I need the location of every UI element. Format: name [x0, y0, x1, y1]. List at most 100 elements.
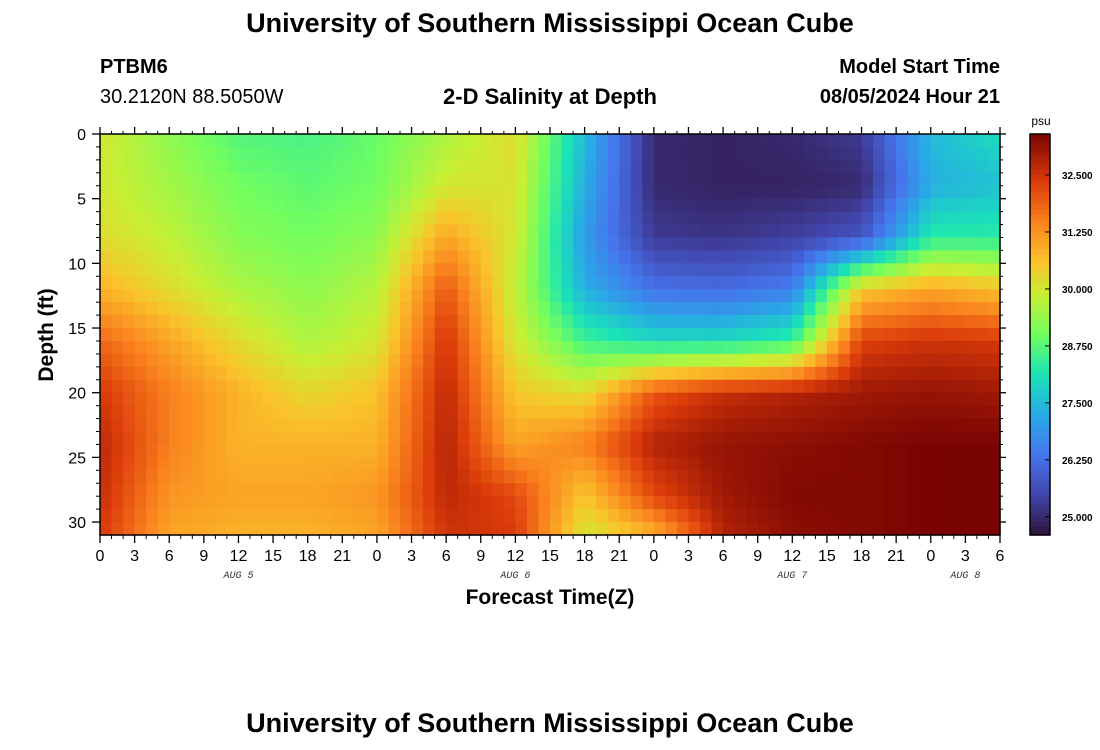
- heatmap-cell: [376, 134, 390, 148]
- heatmap-cell: [757, 302, 770, 316]
- heatmap-cell: [238, 522, 251, 536]
- heatmap-cell: [919, 418, 932, 433]
- heatmap-cell: [250, 405, 263, 420]
- heatmap-cell: [238, 302, 251, 316]
- heatmap-cell: [584, 224, 597, 239]
- heatmap-cell: [584, 405, 597, 420]
- heatmap-cell: [907, 250, 920, 264]
- heatmap-cell: [215, 379, 228, 394]
- heatmap-cell: [723, 405, 736, 420]
- heatmap-cell: [850, 366, 863, 381]
- heatmap-cell: [584, 509, 597, 523]
- heatmap-cell: [665, 224, 678, 239]
- heatmap-cell: [919, 470, 932, 484]
- heatmap-cell: [169, 470, 182, 484]
- heatmap-cell: [319, 263, 332, 277]
- heatmap-cell: [180, 522, 193, 536]
- heatmap-cell: [896, 496, 909, 510]
- colorbar-segment: [1030, 187, 1050, 193]
- heatmap-cell: [930, 392, 943, 407]
- heatmap-cell: [123, 263, 136, 277]
- heatmap-cell: [665, 379, 678, 394]
- heatmap-cell: [584, 263, 597, 277]
- heatmap-cell: [584, 185, 597, 200]
- heatmap-cell: [573, 224, 586, 239]
- heatmap-cell: [873, 289, 886, 303]
- heatmap-cell: [769, 509, 782, 523]
- heatmap-cell: [226, 366, 240, 381]
- heatmap-cell: [976, 431, 990, 446]
- heatmap-cell: [550, 198, 563, 213]
- heatmap-cell: [826, 379, 840, 394]
- heatmap-cell: [469, 289, 482, 303]
- heatmap-cell: [711, 237, 724, 252]
- heatmap-cell: [826, 457, 840, 471]
- heatmap-cell: [919, 159, 932, 174]
- heatmap-cell: [330, 353, 343, 368]
- heatmap-cell: [930, 328, 943, 342]
- heatmap-cell: [907, 315, 920, 329]
- heatmap-cell: [700, 315, 713, 329]
- heatmap-cell: [907, 470, 920, 484]
- heatmap-cell: [134, 392, 147, 407]
- heatmap-cell: [365, 405, 378, 420]
- heatmap-cell: [446, 185, 459, 200]
- heatmap-cell: [573, 302, 586, 316]
- heatmap-cell: [838, 328, 851, 342]
- heatmap-cell: [319, 276, 332, 290]
- heatmap-cell: [423, 431, 436, 446]
- heatmap-cell: [353, 470, 366, 484]
- heatmap-cell: [411, 379, 424, 394]
- heatmap-cell: [965, 470, 978, 484]
- colorbar-segment: [1030, 334, 1050, 340]
- colorbar-segment: [1030, 263, 1050, 269]
- heatmap-cell: [238, 392, 251, 407]
- heatmap-cell: [100, 315, 113, 329]
- heatmap-cell: [273, 250, 286, 264]
- heatmap-cell: [180, 172, 193, 187]
- heatmap-cell: [896, 405, 909, 420]
- heatmap-cell: [850, 315, 863, 329]
- heatmap-cell: [423, 483, 436, 497]
- heatmap-cell: [607, 302, 620, 316]
- heatmap-cell: [642, 470, 655, 484]
- heatmap-cell: [203, 159, 216, 174]
- heatmap-cell: [100, 237, 113, 252]
- heatmap-cell: [838, 418, 851, 433]
- heatmap-cell: [157, 405, 170, 420]
- heatmap-cell: [307, 185, 320, 200]
- heatmap-cell: [769, 496, 782, 510]
- heatmap-cell: [780, 172, 793, 187]
- heatmap-cell: [607, 185, 620, 200]
- heatmap-cell: [319, 431, 332, 446]
- heatmap-cell: [284, 198, 297, 213]
- heatmap-cell: [907, 224, 920, 239]
- heatmap-cell: [480, 276, 493, 290]
- heatmap-cell: [700, 522, 713, 536]
- heatmap-cell: [676, 340, 690, 355]
- heatmap-cell: [284, 522, 297, 536]
- heatmap-cell: [526, 263, 540, 277]
- heatmap-cell: [596, 379, 609, 394]
- heatmap-cell: [180, 457, 193, 471]
- heatmap-cell: [180, 134, 193, 148]
- heatmap-cell: [469, 276, 482, 290]
- heatmap-cell: [319, 185, 332, 200]
- heatmap-cell: [573, 509, 586, 523]
- heatmap-cell: [826, 224, 840, 239]
- heatmap-cell: [180, 315, 193, 329]
- heatmap-cell: [988, 315, 1001, 329]
- heatmap-cell: [780, 237, 793, 252]
- heatmap-cell: [550, 250, 563, 264]
- heatmap-cell: [342, 185, 355, 200]
- heatmap-cell: [642, 405, 655, 420]
- heatmap-cell: [457, 172, 470, 187]
- heatmap-cell: [342, 159, 355, 174]
- heatmap-cell: [238, 237, 251, 252]
- colorbar-unit: psu: [1031, 114, 1050, 128]
- colorbar-segment: [1030, 223, 1050, 229]
- heatmap-cell: [365, 185, 378, 200]
- heatmap-cell: [411, 250, 424, 264]
- heatmap-cell: [700, 134, 713, 148]
- heatmap-cell: [100, 340, 113, 355]
